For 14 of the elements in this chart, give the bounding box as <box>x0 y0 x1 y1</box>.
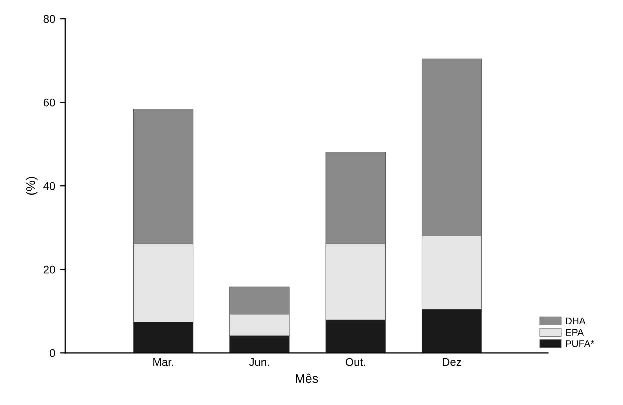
legend-label: EPA <box>566 329 584 336</box>
y-tick-label: 0 <box>50 349 56 358</box>
legend-label: DHA <box>566 318 586 325</box>
y-tick-label: 20 <box>44 266 56 274</box>
x-tick-label: Jun. <box>249 358 270 366</box>
x-axis-title: Mês <box>296 374 318 384</box>
y-axis-title: (%) <box>26 177 38 196</box>
x-tick-label: Dez <box>443 358 462 366</box>
y-tick-label: 60 <box>44 98 56 107</box>
x-tick-label: Out. <box>346 358 366 366</box>
x-tick-label: Mar. <box>154 358 174 366</box>
y-tick-label: 40 <box>44 182 56 190</box>
y-tick-label: 80 <box>44 15 56 24</box>
legend-label: PUFA* <box>566 340 594 348</box>
